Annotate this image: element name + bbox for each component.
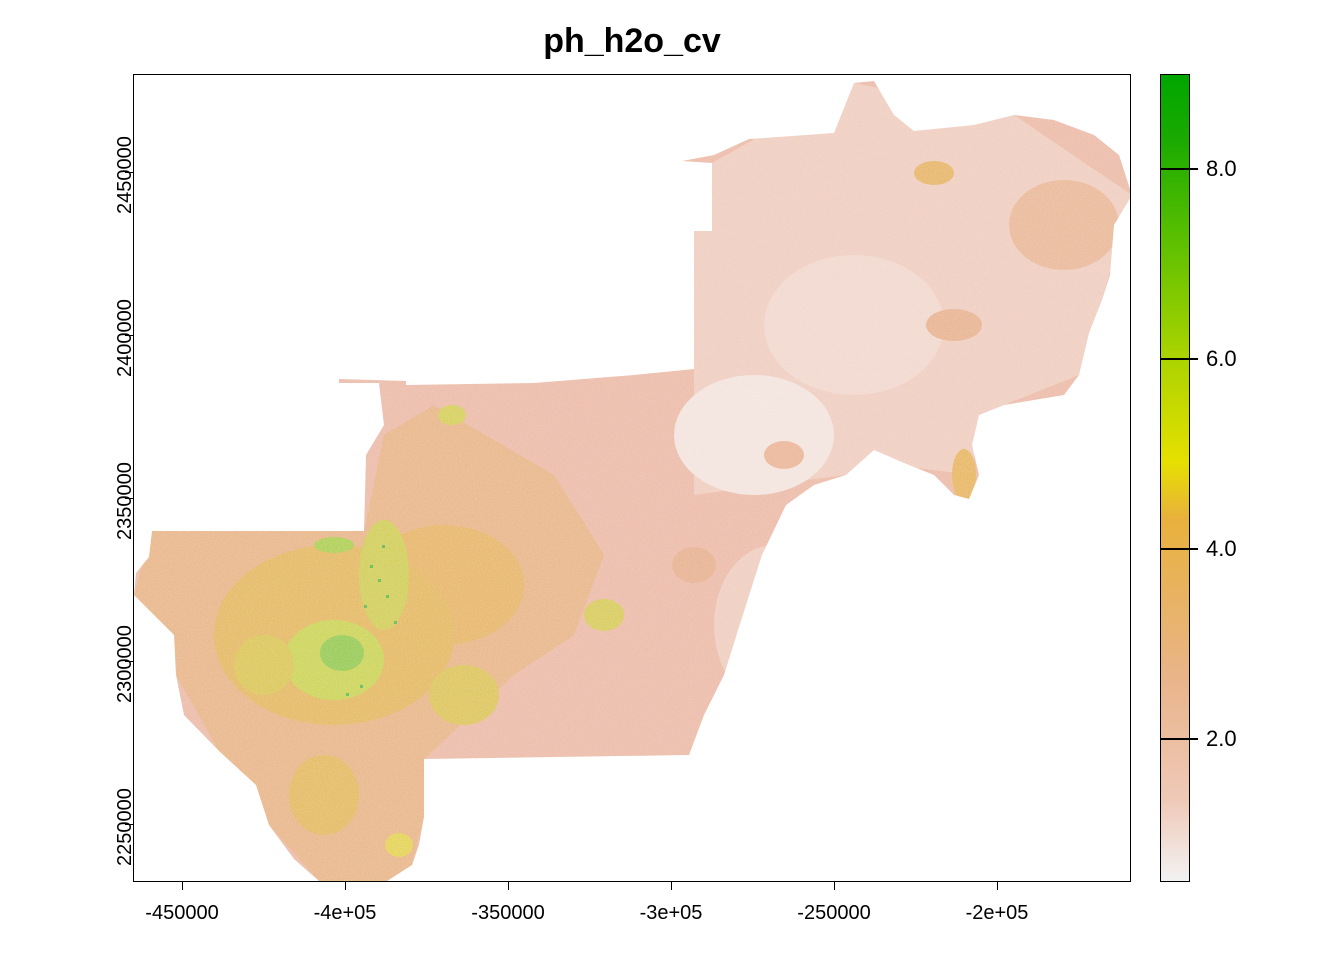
legend-color-bar [1160, 74, 1190, 882]
legend-tick-mark [1160, 738, 1198, 741]
legend-tick-label: 2.0 [1206, 726, 1237, 752]
x-tick-mark [997, 882, 998, 890]
x-tick-label: -2e+05 [965, 902, 1029, 924]
y-tick-mark [125, 172, 133, 173]
x-tick-mark [345, 882, 346, 890]
map-title: ph_h2o_cv [543, 22, 721, 60]
x-tick-mark [834, 882, 835, 890]
legend-tick-label: 4.0 [1206, 536, 1237, 562]
y-tick-mark [125, 824, 133, 825]
y-tick-mark [125, 335, 133, 336]
y-tick-label: 2300000 [114, 625, 136, 703]
x-tick-label: -3e+05 [639, 902, 703, 924]
legend-tick-label: 6.0 [1206, 346, 1237, 372]
x-tick-mark [671, 882, 672, 890]
y-tick-label: 2450000 [114, 136, 136, 214]
y-tick-mark [125, 661, 133, 662]
legend-tick-label: 8.0 [1206, 156, 1237, 182]
y-tick-mark [125, 498, 133, 499]
y-tick-label: 2250000 [114, 788, 136, 866]
x-tick-label: -4e+05 [313, 902, 377, 924]
x-tick-label: -250000 [797, 902, 871, 924]
x-tick-label: -450000 [145, 902, 219, 924]
x-tick-label: -350000 [471, 902, 545, 924]
legend-tick-mark [1160, 548, 1198, 551]
raster-map [134, 81, 1130, 881]
map-plot-area [133, 74, 1131, 882]
y-tick-label: 2400000 [114, 299, 136, 377]
y-tick-label: 2350000 [114, 462, 136, 540]
legend-tick-mark [1160, 168, 1198, 171]
x-tick-mark [508, 882, 509, 890]
legend-tick-mark [1160, 358, 1198, 361]
x-tick-mark [182, 882, 183, 890]
